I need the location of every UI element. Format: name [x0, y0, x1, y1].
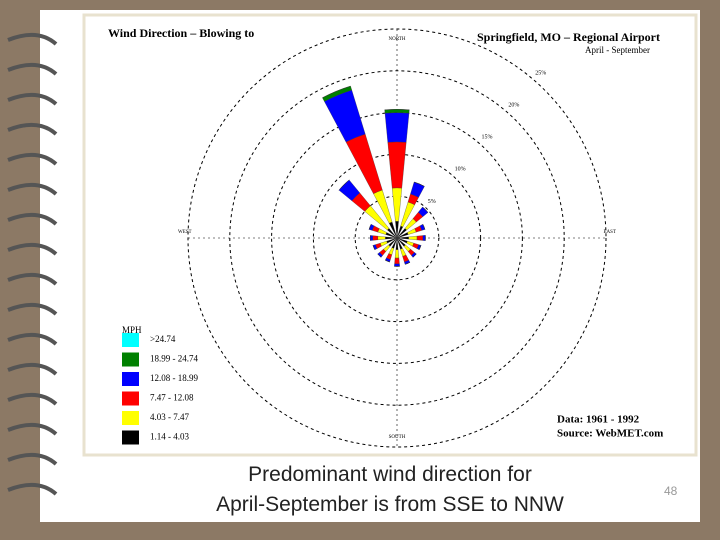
rose-segment — [394, 257, 400, 265]
r-tick-label: 15% — [481, 135, 492, 141]
direction-label: EAST — [604, 230, 617, 235]
legend-label: 4.03 - 7.47 — [150, 412, 189, 422]
legend-swatch — [122, 333, 139, 347]
chart-title: Wind Direction – Blowing to — [108, 26, 254, 40]
rose-segment — [422, 235, 426, 241]
rose-segment — [408, 235, 418, 241]
rose-segment — [372, 235, 379, 241]
direction-label: NORTH — [389, 37, 406, 42]
legend-swatch — [122, 372, 139, 386]
rose-segment — [422, 224, 426, 230]
legend-swatch — [122, 430, 139, 445]
rose-segment — [384, 112, 410, 143]
rose-segment — [370, 235, 374, 241]
legend-label: 18.99 - 24.74 — [150, 354, 198, 364]
legend-label: 12.08 - 18.99 — [150, 373, 198, 383]
rose-segment — [384, 109, 410, 114]
legend-swatch — [122, 352, 139, 367]
rose-segment — [377, 253, 382, 258]
legend-label: 7.47 - 12.08 — [150, 393, 194, 403]
legend-label: >24.74 — [150, 334, 176, 344]
legend-label: 1.14 - 4.03 — [150, 432, 189, 442]
legend-title: MPH — [122, 325, 142, 335]
rose-segment — [394, 263, 400, 267]
r-tick-label: 10% — [455, 167, 466, 173]
rose-segment — [419, 245, 422, 250]
location: Springfield, MO – Regional Airport — [477, 30, 660, 44]
rose-segment — [414, 181, 425, 187]
r-tick-label: 25% — [535, 71, 546, 77]
caption-line: Predominant wind direction for — [248, 463, 532, 486]
rose-segment — [385, 260, 390, 263]
r-tick-label: 5% — [428, 199, 436, 205]
spiral-binding — [7, 32, 58, 496]
source-note: Source: WebMET.com — [557, 428, 663, 440]
period: April - September — [585, 45, 650, 55]
rose-segment — [416, 235, 424, 241]
direction-label: SOUTH — [389, 435, 406, 440]
grid-ring — [312, 153, 482, 323]
r-tick-label: 20% — [508, 103, 519, 109]
data-note: Data: 1961 - 1992 — [557, 414, 640, 426]
rose-segment — [394, 249, 400, 259]
direction-label: WEST — [178, 230, 192, 235]
rose-segment — [377, 235, 386, 241]
legend-swatch — [122, 391, 139, 406]
caption: Predominant wind direction for April-Sep… — [130, 460, 650, 520]
rose-segment — [412, 253, 417, 258]
page-number: 48 — [664, 484, 678, 498]
rose-segment — [372, 245, 375, 250]
rose-segment — [338, 179, 350, 191]
legend-swatch — [122, 411, 139, 425]
rose-segment — [422, 206, 429, 213]
caption-line: April-September is from SSE to NNW — [216, 493, 564, 516]
